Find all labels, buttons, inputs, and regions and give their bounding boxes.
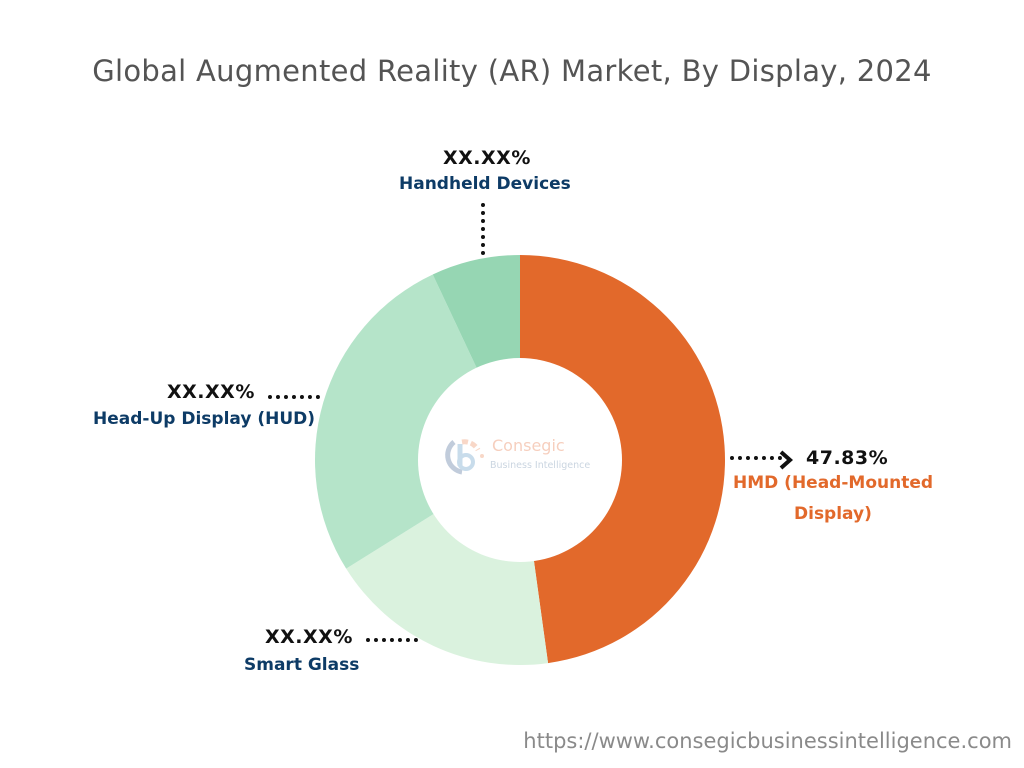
hmd-leader-line [730, 456, 782, 464]
smart-glass-leader-line [366, 638, 418, 646]
handheld-leader-line [481, 203, 489, 255]
chart-title: Global Augmented Reality (AR) Market, By… [92, 54, 932, 88]
hud-leader-line [268, 395, 320, 403]
hmd-name-label-line1: HMD (Head-Mounted [733, 473, 934, 493]
smart-glass-pct-label: XX.XX% [265, 626, 353, 648]
watermark-logo: Consegic Business Intelligence [440, 432, 610, 482]
consegic-logo-icon [445, 439, 484, 475]
watermark-brand: Consegic [492, 436, 565, 455]
source-url: https://www.consegicbusinessintelligence… [523, 729, 1012, 753]
slice-hud [315, 274, 520, 569]
slice-hmd [520, 255, 726, 664]
arrow-right-icon [779, 450, 794, 470]
handheld-pct-label: XX.XX% [443, 147, 531, 169]
watermark-subtitle: Business Intelligence [490, 460, 591, 471]
donut-hole [418, 358, 622, 562]
smart-glass-name-label: Smart Glass [244, 655, 360, 675]
hmd-pct-label: 47.83% [806, 447, 889, 469]
hmd-name-label-line2: Display) [794, 504, 872, 524]
hud-name-label: Head-Up Display (HUD) [93, 409, 316, 429]
handheld-name-label: Handheld Devices [399, 174, 571, 194]
hud-pct-label: XX.XX% [167, 381, 255, 403]
